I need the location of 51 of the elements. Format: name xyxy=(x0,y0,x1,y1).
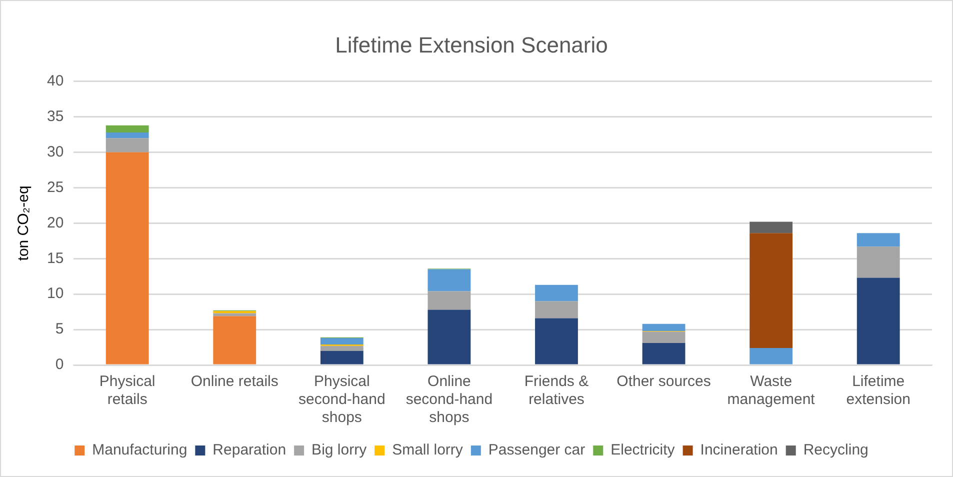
y-tick-label: 0 xyxy=(55,356,64,374)
bar xyxy=(856,246,900,278)
y-axis-title: ton CO₂-eq xyxy=(15,186,32,261)
y-tick-label: 25 xyxy=(46,178,64,196)
bar xyxy=(213,313,256,316)
bar xyxy=(320,338,364,344)
bar xyxy=(856,278,900,364)
bar xyxy=(106,125,149,132)
bar xyxy=(535,301,578,318)
bar xyxy=(642,324,686,331)
bar xyxy=(750,233,793,348)
chart-title: Lifetime Extension Scenario xyxy=(335,32,608,58)
bar xyxy=(428,291,471,310)
y-tick-label: 30 xyxy=(46,143,64,160)
bar xyxy=(428,310,471,364)
y-tick-label: 20 xyxy=(46,214,64,232)
x-tick-label: Physical retails xyxy=(99,373,156,408)
bar xyxy=(535,318,578,364)
x-tick-label: Physical second-hand shops xyxy=(298,373,386,426)
bar xyxy=(750,348,793,364)
bar xyxy=(642,332,686,344)
bar xyxy=(106,138,149,152)
bar xyxy=(750,222,793,234)
bar xyxy=(535,284,578,302)
x-tick-label: Online retails xyxy=(190,373,278,390)
bar xyxy=(213,316,256,364)
x-tick-label: Friends & relatives xyxy=(524,373,589,408)
y-tick-label: 40 xyxy=(46,72,64,90)
x-tick-label: Lifetime extension xyxy=(846,373,910,408)
x-tick-label: Waste management xyxy=(727,373,816,408)
y-tick-label: 35 xyxy=(46,108,64,125)
y-tick-label: 10 xyxy=(46,285,64,302)
legend-label: Incineration xyxy=(700,442,778,459)
bar xyxy=(106,132,149,138)
bar xyxy=(642,343,686,364)
x-tick-label: Other sources xyxy=(616,373,711,390)
legend-label: Manufacturing xyxy=(92,442,188,459)
legend-label: Big lorry xyxy=(312,442,368,459)
bar xyxy=(856,233,900,247)
legend-label: Passenger car xyxy=(488,442,586,459)
y-tick-label: 5 xyxy=(55,320,64,338)
legend-label: Recycling xyxy=(803,442,868,459)
legend-label: Reparation xyxy=(212,442,286,459)
legend-label: Small lorry xyxy=(392,442,464,459)
bar xyxy=(320,346,364,351)
bar xyxy=(320,350,364,364)
y-tick-label: 15 xyxy=(46,250,64,267)
bar xyxy=(106,152,149,364)
legend-label: Electricity xyxy=(610,442,676,459)
bar xyxy=(428,269,471,292)
x-tick-label: Online second-hand shops xyxy=(406,373,493,426)
